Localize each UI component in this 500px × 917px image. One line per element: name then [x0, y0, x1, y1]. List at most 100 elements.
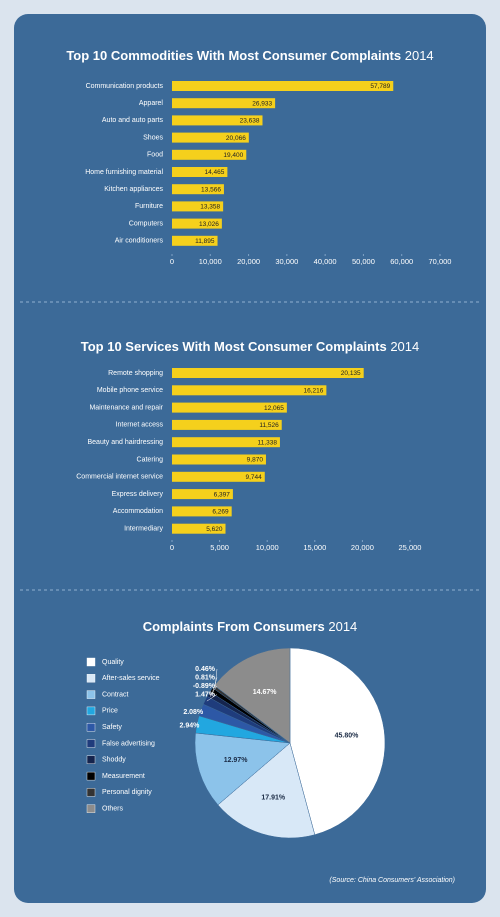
- category-label: Air conditioners: [115, 238, 164, 245]
- pie-label: 12.97%: [224, 757, 249, 764]
- pie-label: 45.80%: [335, 732, 360, 739]
- bar: [172, 201, 224, 212]
- bar: [172, 184, 224, 195]
- value-label: 19,400: [223, 152, 243, 159]
- x-tick-label: 5,000: [210, 543, 229, 552]
- category-label: Food: [147, 152, 163, 159]
- chart-title: Top 10 Services With Most Consumer Compl…: [81, 339, 419, 354]
- value-label: 16,216: [303, 388, 323, 395]
- title-year: 2014: [390, 339, 419, 354]
- legend-swatch: [86, 723, 96, 732]
- bar: [172, 523, 226, 534]
- legend-swatch: [86, 771, 96, 781]
- pie-label: 14.67%: [253, 689, 278, 696]
- chart-title: Complaints From Consumers 2014: [143, 619, 358, 634]
- bar: [172, 471, 265, 482]
- category-label: Computers: [129, 220, 164, 227]
- leader-line: [210, 685, 218, 696]
- category-label: Maintenance and repair: [89, 404, 163, 411]
- bar: [172, 115, 263, 126]
- title-text: Top 10 Commodities With Most Consumer Co…: [66, 48, 401, 63]
- leader-line: [206, 694, 218, 702]
- legend-swatch: [86, 739, 96, 748]
- title-text: Complaints From Consumers: [143, 619, 325, 634]
- x-tick-label: 0: [170, 257, 174, 266]
- value-label: 20,066: [226, 135, 246, 142]
- pie-label: 1.47%: [195, 691, 216, 698]
- bar: [172, 385, 327, 396]
- x-tick-label: 10,000: [199, 257, 222, 266]
- legend-swatch: [86, 788, 96, 797]
- legend-label: Price: [102, 708, 118, 715]
- value-label: 13,026: [199, 221, 219, 228]
- value-label: 13,358: [200, 204, 220, 211]
- legend-swatch: [86, 674, 96, 683]
- value-label: 6,397: [214, 491, 231, 498]
- value-label: 11,526: [259, 422, 279, 429]
- bar: [172, 81, 394, 91]
- legend-swatch: [86, 804, 96, 813]
- legend-label: Safety: [102, 724, 122, 731]
- x-tick-label: 25,000: [399, 543, 422, 552]
- value-label: 9,870: [247, 457, 264, 464]
- legend-label: Contract: [102, 691, 129, 698]
- legend-swatch: [86, 657, 96, 667]
- value-label: 9,744: [245, 474, 262, 481]
- category-label: Intermediary: [124, 526, 163, 533]
- value-label: 26,933: [252, 100, 272, 107]
- pie-label: 0.46%: [195, 666, 216, 673]
- category-label: Commercial internet service: [76, 474, 163, 481]
- pie-label: 0.81%: [195, 674, 216, 681]
- bar: [172, 132, 249, 143]
- value-label: 20,135: [341, 370, 361, 377]
- title-year: 2014: [405, 48, 434, 63]
- source-note: (Source: China Consumers' Association): [329, 877, 455, 884]
- category-label: Internet access: [116, 422, 164, 429]
- category-label: Express delivery: [112, 491, 164, 498]
- category-label: Home furnishing material: [85, 169, 163, 176]
- value-label: 13,566: [201, 186, 221, 193]
- category-label: Beauty and hairdressing: [88, 439, 164, 446]
- legend-label: Personal dignity: [102, 789, 152, 796]
- pie-slice: [213, 647, 291, 744]
- bar: [172, 167, 228, 177]
- pie-slice: [194, 732, 291, 806]
- value-label: 23,638: [240, 118, 260, 125]
- pie-label: 2.94%: [180, 722, 201, 729]
- title-text: Top 10 Services With Most Consumer Compl…: [81, 339, 387, 354]
- x-tick-label: 10,000: [256, 543, 279, 552]
- legend-label: False advertising: [102, 740, 155, 747]
- x-tick-label: 70,000: [429, 257, 452, 266]
- legend-label: After-sales service: [102, 675, 160, 682]
- x-tick-label: 15,000: [303, 543, 326, 552]
- chart-title: Top 10 Commodities With Most Consumer Co…: [66, 48, 433, 63]
- category-label: Shoes: [143, 134, 163, 141]
- value-label: 57,789: [370, 83, 390, 90]
- legend-swatch: [86, 690, 96, 699]
- value-label: 5,620: [206, 526, 223, 533]
- bar: [172, 419, 282, 430]
- value-label: 11,338: [258, 439, 278, 446]
- bar: [172, 437, 280, 448]
- x-tick-label: 20,000: [237, 257, 260, 266]
- category-label: Apparel: [139, 100, 164, 107]
- value-label: 11,895: [195, 238, 215, 245]
- pie-label: 2.08%: [183, 709, 204, 716]
- legend-swatch: [86, 755, 96, 764]
- x-tick-label: 20,000: [351, 543, 374, 552]
- bar: [172, 489, 233, 500]
- bar: [172, 98, 276, 109]
- pie-slice: [217, 742, 316, 839]
- title-year: 2014: [328, 619, 357, 634]
- value-label: 14,465: [204, 169, 224, 176]
- x-tick-label: 30,000: [275, 257, 298, 266]
- bar: [172, 402, 287, 413]
- bar: [172, 149, 247, 160]
- category-label: Catering: [137, 456, 164, 463]
- x-tick-label: 50,000: [352, 257, 375, 266]
- legend-label: Measurement: [102, 773, 145, 780]
- category-label: Communication products: [86, 83, 164, 90]
- x-tick-label: 0: [170, 543, 174, 552]
- legend-label: Shoddy: [102, 757, 126, 764]
